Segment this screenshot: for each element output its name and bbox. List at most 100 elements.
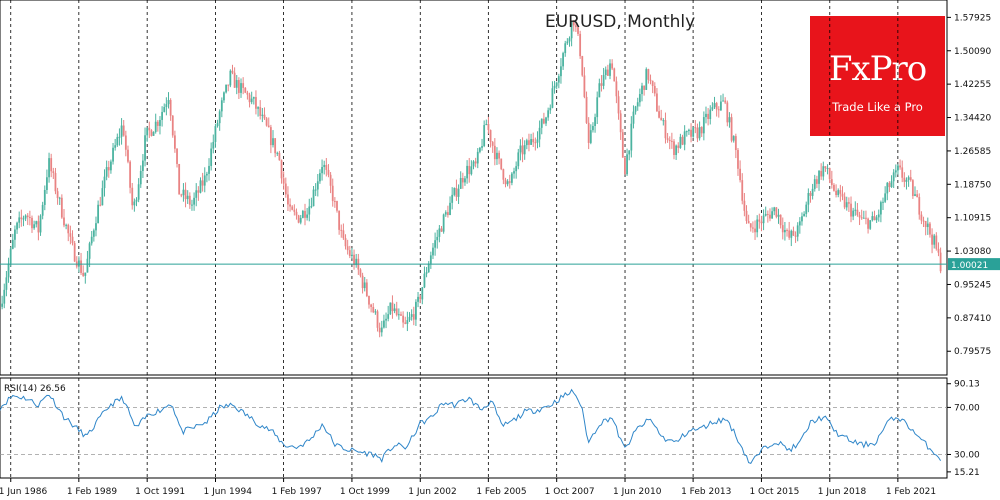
rsi-panel-frame bbox=[0, 377, 948, 479]
candle-body bbox=[574, 25, 577, 28]
candle-body bbox=[685, 131, 688, 133]
candle-body bbox=[788, 230, 791, 238]
candle-body bbox=[216, 123, 219, 127]
candle-body bbox=[417, 296, 419, 302]
candle-body bbox=[90, 236, 93, 244]
candle-body bbox=[920, 214, 923, 221]
candle-body bbox=[419, 296, 422, 300]
candle-body bbox=[775, 207, 778, 217]
candle-body bbox=[376, 311, 379, 328]
candle-body bbox=[229, 70, 232, 86]
candle-body bbox=[694, 127, 697, 129]
x-tick-label: 1 Jun 1986 bbox=[0, 487, 47, 497]
candle-body bbox=[897, 165, 899, 171]
candle-body bbox=[442, 214, 445, 232]
candle-body bbox=[583, 75, 586, 97]
candle-body bbox=[52, 171, 55, 173]
candle-body bbox=[82, 272, 85, 276]
candle-body bbox=[227, 84, 230, 86]
candle-body bbox=[282, 178, 285, 184]
candle-body bbox=[48, 158, 50, 178]
candle-body bbox=[276, 152, 279, 154]
candle-body bbox=[114, 145, 117, 148]
candle-body bbox=[737, 150, 739, 169]
candle-body bbox=[444, 212, 447, 215]
candle-body bbox=[408, 316, 411, 321]
candle-body bbox=[348, 250, 351, 256]
candle-body bbox=[425, 272, 428, 274]
candle-body bbox=[909, 177, 912, 181]
candle-body bbox=[873, 216, 876, 221]
candle-body bbox=[3, 289, 6, 304]
candle-body bbox=[259, 107, 262, 116]
candle-body bbox=[20, 217, 23, 220]
candle-body bbox=[122, 125, 125, 136]
candle-body bbox=[263, 114, 266, 119]
candle-body bbox=[918, 197, 921, 215]
candle-body bbox=[434, 240, 437, 248]
candle-body bbox=[310, 206, 313, 208]
candle-body bbox=[837, 190, 840, 196]
candle-body bbox=[798, 221, 801, 226]
candle-body bbox=[715, 103, 718, 110]
candle-body bbox=[410, 314, 413, 317]
price-panel bbox=[0, 0, 948, 376]
candle-body bbox=[1, 303, 4, 307]
candle-body bbox=[833, 184, 835, 191]
candle-body bbox=[69, 233, 72, 237]
candle-body bbox=[191, 204, 193, 206]
candle-body bbox=[711, 107, 714, 110]
candle-body bbox=[78, 260, 80, 267]
candle-body bbox=[161, 111, 163, 120]
candle-body bbox=[329, 174, 332, 186]
candle-body bbox=[101, 188, 104, 206]
candle-body bbox=[107, 167, 110, 171]
candle-body bbox=[261, 114, 264, 116]
candle-body bbox=[854, 209, 857, 211]
candle-body bbox=[630, 123, 633, 151]
candle-body bbox=[545, 117, 547, 124]
candle-body bbox=[803, 213, 805, 217]
candle-body bbox=[521, 145, 524, 155]
x-tick-label: 1 Jun 2002 bbox=[408, 487, 456, 497]
candle-body bbox=[570, 20, 573, 39]
candle-body bbox=[237, 80, 240, 93]
candle-body bbox=[404, 322, 407, 324]
candle-body bbox=[922, 220, 925, 222]
candle-body bbox=[287, 194, 289, 205]
candle-body bbox=[877, 214, 880, 218]
candle-body bbox=[762, 215, 765, 224]
candle-body bbox=[903, 177, 906, 182]
candle-body bbox=[397, 314, 400, 316]
candle-body bbox=[163, 107, 166, 112]
candle-body bbox=[351, 254, 353, 256]
candle-body bbox=[220, 100, 223, 112]
candle-body bbox=[461, 178, 464, 183]
candle-body bbox=[214, 126, 217, 142]
y-tick-label: 1.57925 bbox=[954, 13, 991, 23]
candle-body bbox=[843, 196, 846, 208]
candle-body bbox=[907, 177, 910, 180]
candle-body bbox=[255, 97, 257, 109]
candle-body bbox=[754, 228, 756, 233]
x-tick-label: 1 Oct 1991 bbox=[135, 487, 185, 497]
candle-body bbox=[615, 81, 618, 97]
y-tick-label: 0.87410 bbox=[954, 314, 991, 324]
candle-body bbox=[702, 117, 705, 134]
candle-body bbox=[869, 220, 872, 229]
grid-lines bbox=[0, 0, 947, 478]
candle-body bbox=[820, 170, 823, 177]
candle-body bbox=[523, 145, 526, 155]
candle-body bbox=[9, 248, 12, 264]
candle-body bbox=[476, 151, 479, 164]
candle-body bbox=[677, 145, 680, 148]
candle-body bbox=[314, 189, 317, 191]
candle-body bbox=[606, 69, 609, 76]
candle-body bbox=[658, 111, 660, 118]
candle-body bbox=[756, 219, 759, 233]
rsi-tick-label: 15.21 bbox=[954, 468, 980, 478]
candle-body bbox=[664, 120, 667, 139]
candle-body bbox=[346, 246, 349, 251]
candle-body bbox=[845, 202, 848, 208]
candle-body bbox=[645, 69, 648, 90]
